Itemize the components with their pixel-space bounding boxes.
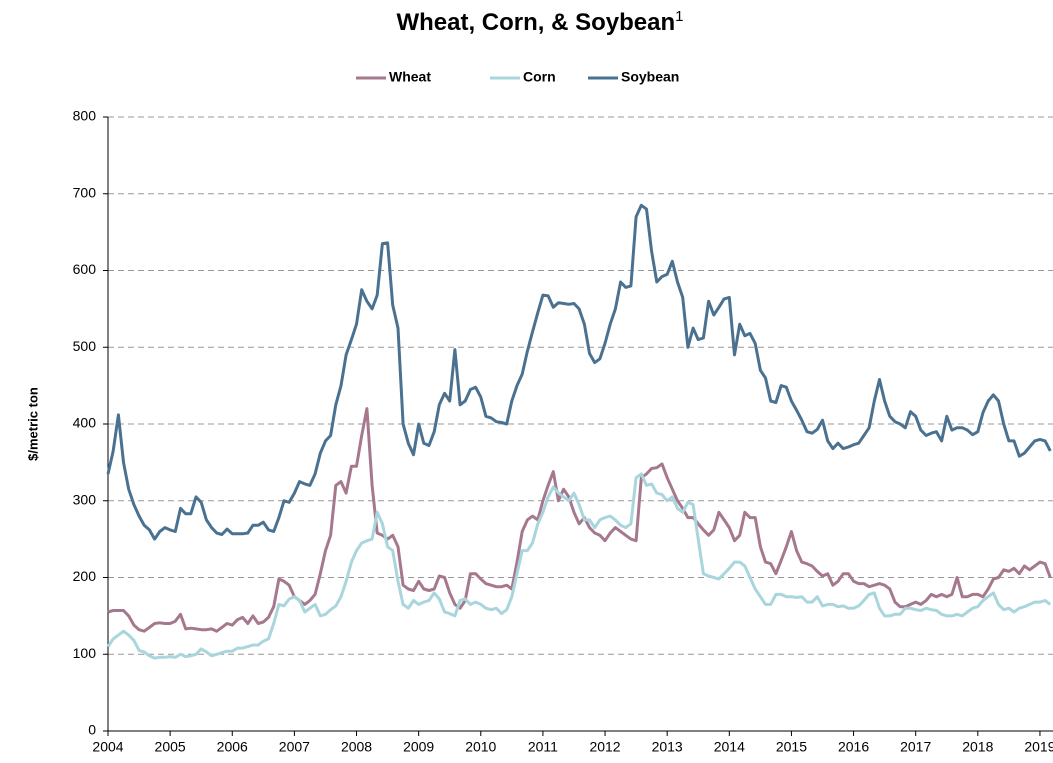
y-tick-label: 200 bbox=[73, 568, 97, 584]
x-tick-label: 2017 bbox=[900, 739, 931, 755]
series-line bbox=[106, 203, 1052, 541]
legend-label: Wheat bbox=[389, 69, 431, 85]
series-line bbox=[106, 472, 1052, 660]
y-tick-label: 100 bbox=[73, 645, 97, 661]
x-tick-label: 2018 bbox=[962, 739, 993, 755]
x-tick-label: 2010 bbox=[465, 739, 496, 755]
x-tick-label: 2008 bbox=[341, 739, 372, 755]
x-tick-label: 2015 bbox=[776, 739, 807, 755]
legend-label: Corn bbox=[523, 69, 556, 85]
x-tick-label: 2009 bbox=[403, 739, 434, 755]
x-tick-label: 2005 bbox=[155, 739, 186, 755]
x-tick-label: 2014 bbox=[714, 739, 745, 755]
title-text: Wheat, Corn, & Soybean bbox=[396, 9, 675, 36]
chart-title: Wheat, Corn, & Soybean1 bbox=[396, 8, 683, 36]
x-tick-label: 2012 bbox=[589, 739, 620, 755]
y-axis-label: $/metric ton bbox=[25, 387, 40, 461]
y-tick-label: 0 bbox=[88, 722, 96, 738]
y-tick-label: 700 bbox=[73, 184, 97, 200]
x-tick-label: 2006 bbox=[217, 739, 248, 755]
x-tick-label: 2004 bbox=[92, 739, 123, 755]
x-tick-label: 2007 bbox=[279, 739, 310, 755]
legend-label: Soybean bbox=[621, 69, 679, 85]
y-tick-label: 800 bbox=[73, 108, 97, 124]
x-tick-label: 2011 bbox=[528, 739, 558, 755]
y-tick-label: 400 bbox=[73, 415, 97, 431]
x-tick-label: 2013 bbox=[652, 739, 683, 755]
x-tick-label: 2016 bbox=[838, 739, 869, 755]
y-tick-label: 300 bbox=[73, 491, 97, 507]
y-tick-label: 600 bbox=[73, 261, 97, 277]
y-tick-label: 500 bbox=[73, 338, 97, 354]
series-line bbox=[107, 407, 1052, 633]
x-tick-label: 2019 bbox=[1024, 739, 1053, 755]
title-superscript: 1 bbox=[675, 8, 683, 25]
